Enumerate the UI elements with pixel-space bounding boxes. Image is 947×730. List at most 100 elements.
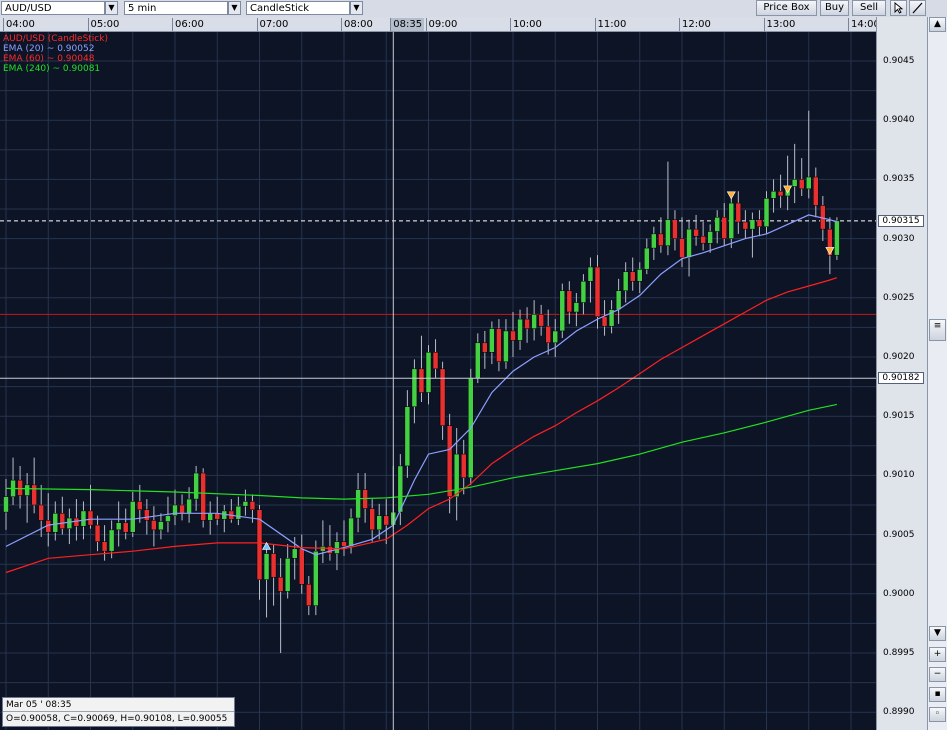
price-label: 0.9025	[883, 292, 915, 303]
scroll-down-icon[interactable]: ▼	[929, 626, 946, 641]
chart-type-select[interactable]: CandleStick	[246, 1, 350, 15]
legend-entry: AUD/USD (CandleStick)	[3, 34, 108, 44]
bear-candle	[629, 271, 636, 282]
bear-candle	[439, 368, 446, 426]
bear-candle	[432, 352, 439, 370]
bull-candle	[749, 219, 756, 230]
bear-candle	[545, 325, 551, 344]
bull-candle	[475, 342, 481, 379]
bull-candle	[334, 541, 340, 554]
chart-type-dropdown-arrow-icon[interactable]: ▼	[350, 1, 363, 15]
time-label: 09:00	[425, 18, 457, 31]
bear-candle	[277, 576, 284, 592]
draw-line-icon[interactable]	[909, 0, 926, 16]
bear-candle	[482, 342, 488, 353]
bull-candle	[651, 233, 657, 249]
time-label: 08:35	[390, 18, 425, 31]
chart-background	[0, 32, 876, 730]
time-label: 11:00	[594, 18, 626, 31]
bear-candle	[249, 501, 256, 510]
time-label: 12:00	[679, 18, 711, 31]
price-label: 0.8990	[883, 707, 915, 718]
bear-candle	[594, 266, 601, 317]
legend-entry: EMA (240) ~ 0.90081	[3, 64, 101, 74]
fit-icon[interactable]: ▪	[929, 687, 946, 702]
bear-candle	[200, 472, 206, 521]
bull-candle	[552, 330, 558, 344]
bull-candle	[637, 269, 643, 282]
time-axis: 04:00 05:00 06:00 07:00 08:00 08:35 09:00 10:00…	[0, 17, 880, 32]
bull-candle	[806, 176, 812, 190]
bull-candle	[242, 501, 249, 507]
time-label: 13:00	[763, 18, 795, 31]
time-label: 07:00	[256, 18, 288, 31]
bear-candle	[756, 219, 763, 228]
bear-candle	[214, 513, 220, 520]
bear-candle	[496, 328, 502, 362]
symbol-dropdown-arrow-icon[interactable]: ▼	[105, 1, 118, 15]
legend-entry: EMA (60) ~ 0.90048	[3, 54, 95, 64]
sell-marker-icon	[726, 191, 736, 200]
time-label: 14:00	[848, 18, 880, 31]
bear-candle	[341, 541, 347, 547]
time-label: 05:00	[87, 18, 119, 31]
price-label: 0.9005	[883, 529, 915, 540]
bull-candle	[130, 501, 136, 533]
price-box-button[interactable]: Price Box	[756, 0, 817, 16]
bear-candle	[179, 504, 185, 514]
price-label: 0.9015	[883, 411, 915, 422]
vertical-scrollbar[interactable]: ▲ ≡ ▼ + − ▪ ◦	[927, 17, 947, 730]
crosshair-price-box: 0.90182	[878, 372, 924, 385]
buy-button[interactable]: Buy	[820, 0, 849, 16]
bull-candle	[665, 219, 671, 246]
bull-candle	[770, 190, 777, 199]
timeframe-dropdown-arrow-icon[interactable]: ▼	[228, 1, 241, 15]
bull-candle	[24, 484, 30, 496]
price-label: 0.9000	[883, 588, 915, 599]
bear-candle	[369, 508, 375, 531]
scroll-thumb[interactable]: ≡	[929, 319, 946, 341]
price-label: 0.9035	[883, 174, 915, 185]
settings-icon[interactable]: ◦	[929, 707, 946, 722]
toolbar: AUD/USD ▼ 5 min ▼ CandleStick ▼ Price Bo…	[0, 0, 947, 18]
price-label: 0.8995	[883, 648, 915, 658]
bear-candle	[299, 548, 305, 585]
sell-button[interactable]: Sell	[852, 0, 886, 16]
timeframe-select[interactable]: 5 min	[124, 1, 228, 15]
bear-candle	[87, 510, 94, 526]
bear-candle	[418, 368, 425, 393]
bull-candle	[3, 496, 9, 513]
sell-marker-icon	[825, 247, 835, 256]
bear-candle	[137, 501, 143, 510]
symbol-select[interactable]: AUD/USD	[1, 1, 105, 15]
bull-candle	[66, 517, 73, 529]
bear-candle	[306, 584, 312, 606]
bull-candle	[559, 290, 566, 332]
bear-candle	[693, 228, 699, 237]
time-label: 10:00	[510, 18, 542, 31]
bull-candle	[165, 515, 171, 522]
zoom-in-icon[interactable]: +	[929, 647, 946, 662]
bear-candle	[672, 219, 678, 239]
price-label: 0.9020	[883, 352, 915, 362]
bear-candle	[538, 314, 544, 327]
bear-candle	[256, 509, 263, 580]
bear-candle	[101, 541, 108, 552]
price-axis[interactable]: 0.9045 0.9040 0.9035 0.9030 0.9025 0.9020 0.90…	[876, 17, 927, 730]
bull-candle	[686, 228, 692, 258]
bull-candle	[411, 368, 418, 407]
info-date: Mar 05 ' 08:35	[6, 700, 72, 710]
bull-candle	[115, 522, 122, 531]
pointer-icon[interactable]	[890, 0, 907, 16]
buy-marker-icon	[262, 541, 272, 550]
bear-candle	[742, 221, 749, 230]
time-label: 04:00	[3, 18, 35, 31]
bull-candle	[235, 505, 242, 520]
candlestick-chart[interactable]	[0, 32, 876, 730]
bear-candle	[144, 509, 150, 521]
bear-candle	[601, 316, 608, 327]
zoom-out-icon[interactable]: −	[929, 667, 946, 682]
scroll-up-icon[interactable]: ▲	[929, 17, 946, 32]
bear-candle	[700, 235, 706, 244]
info-ohlc: O=0.90058, C=0.90069, H=0.90108, L=0.900…	[6, 714, 228, 724]
